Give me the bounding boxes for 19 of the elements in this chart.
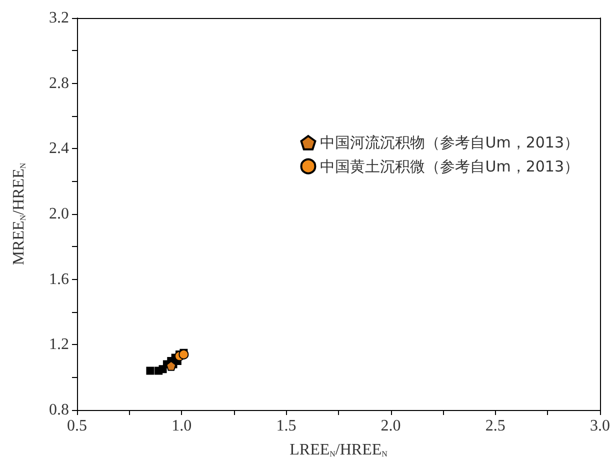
y-tick-label: 3.2 (49, 10, 69, 26)
legend-label: 中国黄土沉积微（参考自Um，2013） (320, 157, 579, 176)
point (146, 366, 154, 375)
x-tick-label: 1.0 (172, 418, 192, 434)
x-tick-label: 3.0 (590, 418, 610, 434)
y-tick-label: 1.6 (49, 270, 69, 288)
x-tick-label: 1.5 (276, 418, 296, 434)
y-tick-label: 2.0 (49, 206, 69, 222)
y-tick-label: 0.8 (49, 402, 69, 418)
y-axis-title: MREEN/HREEN (10, 162, 28, 266)
point (178, 349, 189, 360)
legend-label: 中国河流沉积物（参考自Um，2013） (320, 134, 579, 152)
y-tick-label: 1.2 (49, 336, 69, 354)
point (166, 360, 176, 371)
x-tick-label: 2.5 (485, 418, 506, 434)
y-tick-label: 2.4 (49, 140, 69, 158)
x-tick-label: 0.5 (67, 418, 87, 434)
x-tick-label: 2.0 (380, 418, 401, 434)
y-tick-label: 2.8 (49, 74, 69, 92)
